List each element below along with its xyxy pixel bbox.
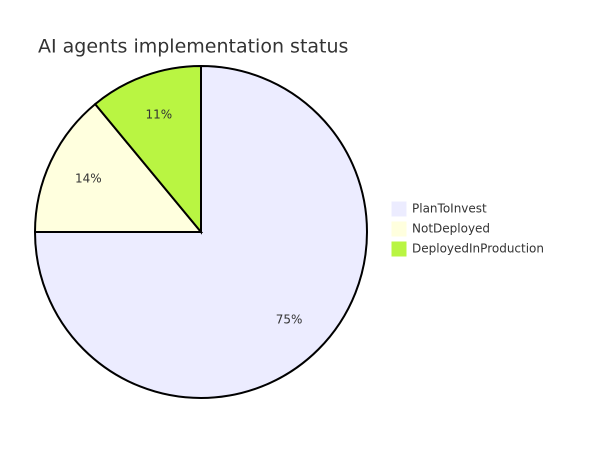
pie-slice [93,64,202,235]
pie-slice [33,102,204,233]
legend-swatch [391,221,407,237]
slice-label: 11% [145,107,172,121]
pie-slice [33,64,368,399]
legend-label: PlanToInvest [412,202,487,216]
slice-label: 75% [276,313,303,327]
slice-label: 14% [75,171,102,185]
legend-swatch [391,241,407,257]
chart-title: AI agents implementation status [38,36,348,58]
legend-label: DeployedInProduction [412,242,544,256]
legend-swatch [391,201,407,217]
legend-label: NotDeployed [412,222,490,236]
